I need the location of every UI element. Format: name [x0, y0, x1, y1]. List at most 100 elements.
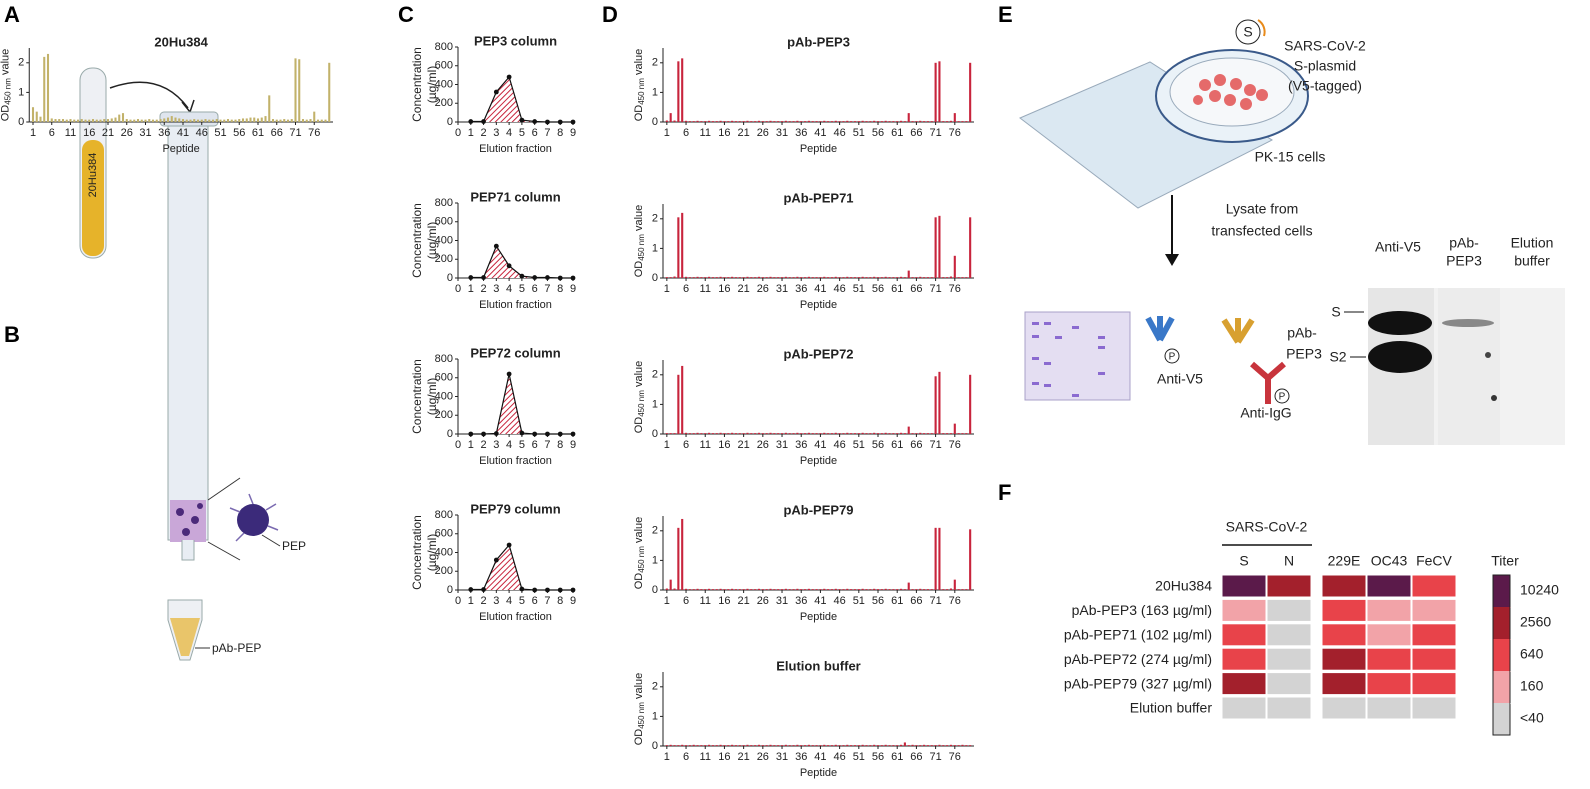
y-tick-label: 1: [652, 86, 658, 98]
bar: [750, 277, 753, 278]
bar: [907, 270, 910, 278]
bar: [884, 120, 887, 122]
x-tick-label: 46: [833, 751, 845, 763]
point: [532, 119, 538, 124]
point: [493, 557, 499, 563]
bar: [761, 433, 764, 434]
heatmap-cell: [1321, 623, 1367, 647]
point: [570, 587, 576, 593]
x-tick-label: 21: [738, 439, 750, 451]
bar: [669, 433, 672, 434]
x-tick-label: 4: [506, 127, 512, 139]
panel-label: E: [998, 2, 1013, 27]
legend-swatch: [1493, 607, 1510, 639]
bar: [792, 589, 795, 590]
bar: [692, 277, 695, 278]
bar: [876, 745, 880, 746]
bar: [842, 433, 845, 434]
bar: [892, 433, 895, 434]
point: [493, 431, 499, 436]
y-axis-label: (µg/ml): [425, 534, 439, 572]
bar: [838, 433, 841, 434]
bar: [865, 121, 868, 122]
bar: [765, 745, 768, 746]
bar: [965, 433, 968, 434]
bar: [673, 588, 676, 590]
x-tick-label: 36: [795, 595, 807, 607]
legend-label: <40: [1520, 710, 1544, 726]
x-tick-label: 6: [683, 595, 689, 607]
y-axis-label: OD450 nm value: [633, 49, 646, 122]
bar: [888, 589, 891, 590]
area: [470, 246, 573, 278]
point: [481, 119, 486, 124]
x-tick-label: 36: [795, 127, 807, 139]
bar: [861, 432, 864, 434]
bar: [688, 433, 691, 434]
bar: [823, 432, 826, 434]
y-tick-label: 0: [652, 116, 658, 128]
x-tick-label: 56: [872, 283, 884, 295]
x-tick-label: 8: [557, 439, 563, 451]
row-label: pAb-PEP71 (102 µg/ml): [1064, 627, 1212, 643]
bar: [969, 62, 972, 122]
x-tick-label: 56: [872, 439, 884, 451]
x-tick-label: 9: [570, 283, 576, 295]
panel-label: D: [602, 2, 618, 27]
bar: [919, 588, 922, 590]
bar: [873, 276, 876, 278]
bar: [961, 433, 964, 434]
bar: [719, 588, 722, 590]
bar: [200, 119, 203, 122]
x-tick-label: 71: [929, 439, 941, 451]
point: [481, 275, 486, 280]
point: [545, 431, 550, 437]
heatmap-cell: [1221, 696, 1267, 720]
bar: [788, 745, 791, 746]
bar: [853, 589, 857, 590]
bar: [708, 276, 711, 278]
bar: [819, 589, 822, 590]
bar: [946, 589, 949, 590]
chart-title: pAb-PEP72: [783, 346, 853, 361]
antibody-label: Anti-V5: [1157, 371, 1203, 387]
bar: [819, 121, 822, 122]
x-tick-label: 36: [795, 439, 807, 451]
x-tick-label: 6: [532, 283, 538, 295]
x-tick-label: 6: [683, 127, 689, 139]
bar: [907, 745, 910, 746]
legend-swatch: [1493, 671, 1510, 703]
bar: [888, 433, 891, 434]
bar: [208, 119, 211, 122]
bar: [896, 589, 899, 590]
x-tick-label: 3: [493, 283, 499, 295]
bar: [155, 119, 158, 122]
x-tick-label: 61: [891, 127, 903, 139]
bar: [91, 119, 95, 122]
bar: [796, 276, 799, 278]
point: [468, 275, 474, 280]
antibody: [1145, 316, 1175, 342]
bar: [711, 745, 714, 746]
y-tick-label: 0: [447, 428, 453, 440]
bar: [665, 588, 668, 590]
x-tick-label: 51: [853, 127, 865, 139]
bar: [692, 589, 695, 590]
point: [506, 371, 512, 377]
point: [570, 275, 576, 281]
legend-color: [1510, 671, 1511, 672]
y-tick-label: 1: [652, 554, 658, 566]
bar: [926, 121, 929, 122]
x-tick-label: 71: [929, 751, 941, 763]
bar: [850, 121, 853, 122]
bar: [50, 118, 53, 122]
bar: [708, 744, 711, 746]
bar: [715, 433, 718, 434]
bar: [719, 120, 722, 122]
legend-color: [1510, 639, 1511, 640]
bar: [692, 433, 695, 434]
bar: [919, 120, 922, 122]
bar: [110, 118, 113, 122]
bar: [934, 376, 937, 434]
bar: [245, 118, 248, 122]
